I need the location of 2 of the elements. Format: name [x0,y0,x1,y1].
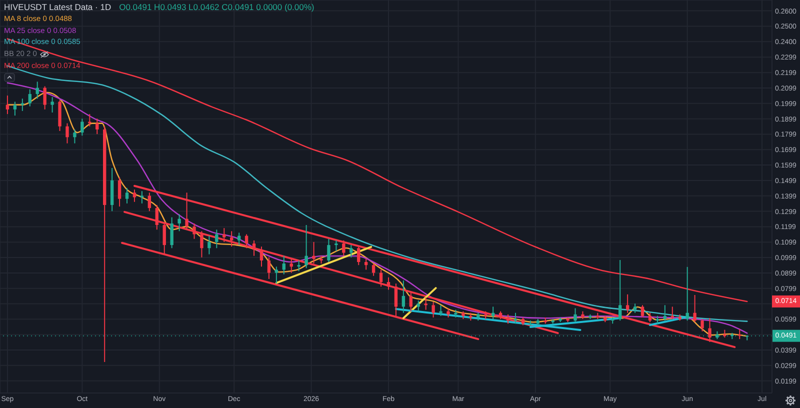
chart-title: HIVEUSDT Latest Data · 1D [4,2,112,12]
chart-subtitle: O0.0491 H0.0493 L0.0462 C0.0491 0.0000 (0.00%) [119,2,314,12]
